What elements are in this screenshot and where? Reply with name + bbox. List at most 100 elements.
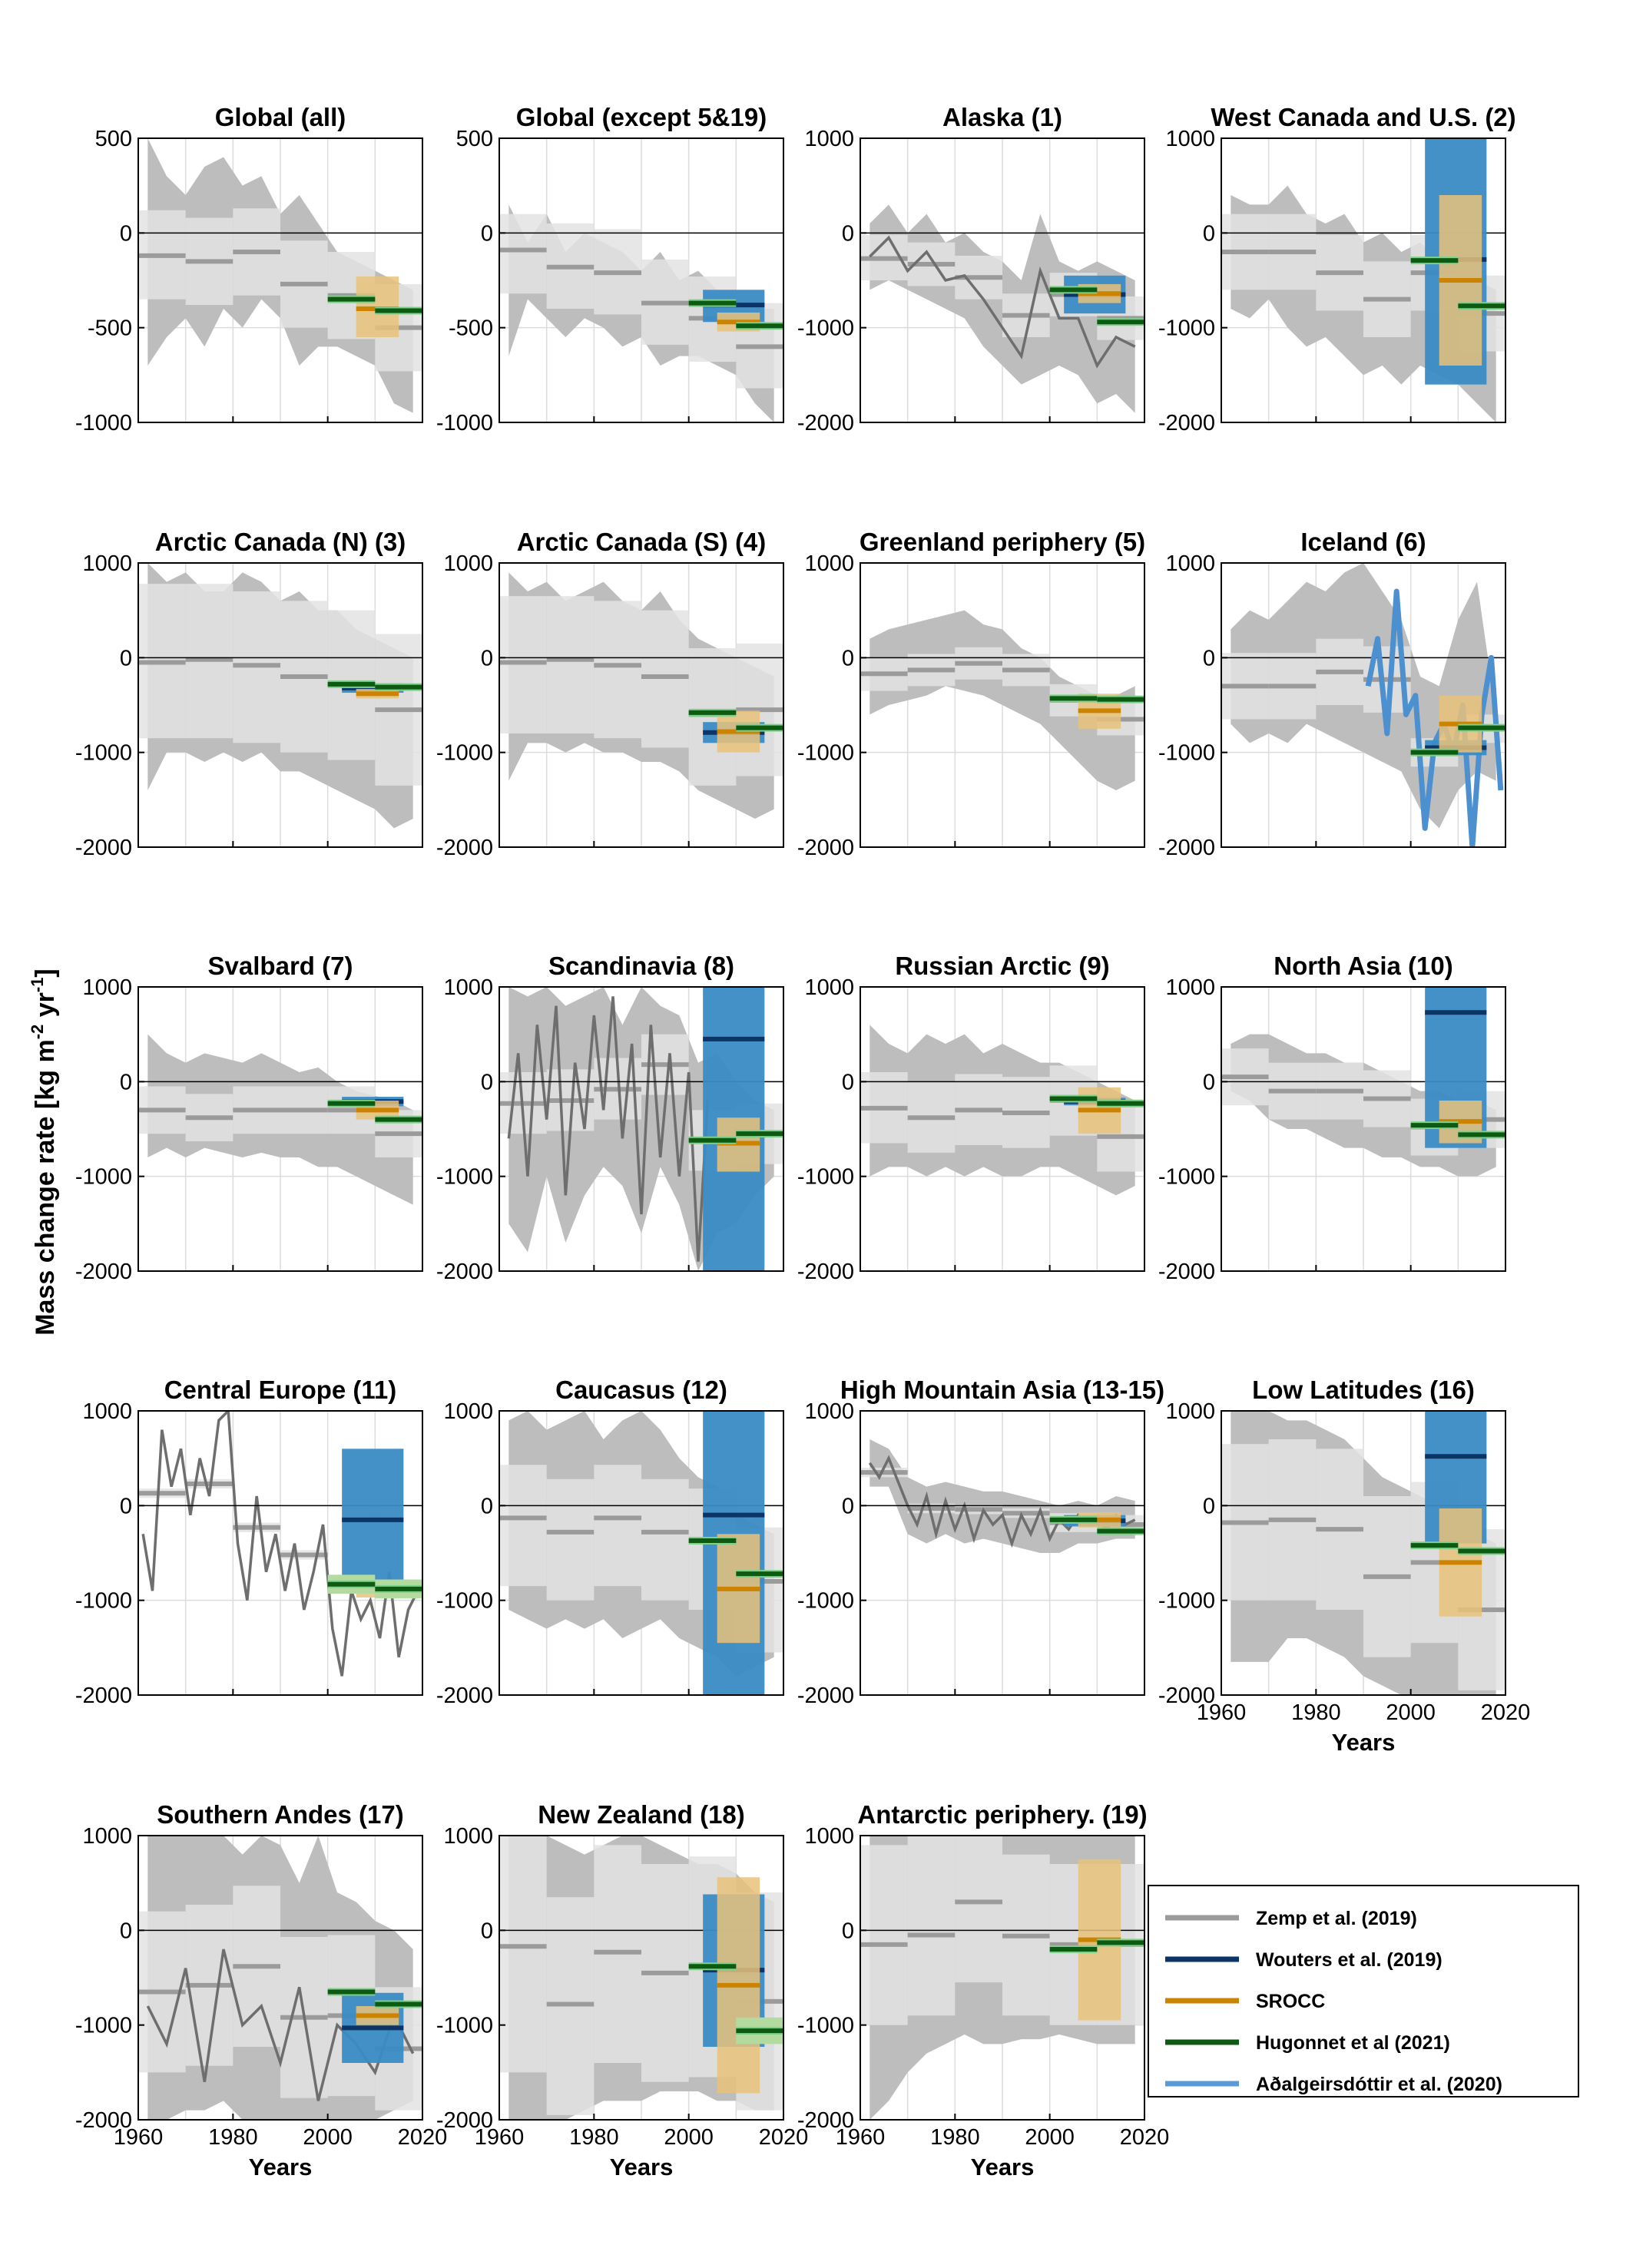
axes-frame [860,137,1145,423]
axes-frame [137,1835,423,2121]
plot-area [499,1836,783,2120]
x-tick-label: 2020 [1120,2125,1170,2150]
plot-area [860,987,1144,1271]
plot-area [499,563,783,847]
legend-label: Zemp et al. (2019) [1256,1908,1417,1929]
x-tick-label: 1960 [1197,1700,1247,1725]
panel-title: New Zealand (18) [538,1800,745,1829]
y-tick-label: 0 [842,1070,854,1094]
y-tick-label: -2000 [797,411,854,435]
axes-frame [1221,1410,1506,1696]
y-tick-label: 1000 [804,1399,854,1424]
y-tick-label: -1000 [75,1589,132,1614]
y-tick-label: 0 [1203,1494,1215,1518]
y-tick-label: -1000 [75,2014,132,2038]
y-tick-label: 1000 [1165,551,1215,576]
y-axis-label: Mass change rate [kg m-2 yr-1] [28,968,60,1336]
zemp-decadal-box [499,214,547,294]
y-tick-label: -1000 [436,2014,493,2038]
y-tick-label: -2000 [1158,1260,1215,1284]
panel-title: Low Latitudes (16) [1252,1376,1475,1404]
y-tick-label: -1000 [436,741,493,766]
y-tick-label: 1000 [443,975,493,1000]
panel-title: Svalbard (7) [208,952,353,980]
y-tick-label: 0 [1203,221,1215,246]
zemp-decadal-box [955,1836,1002,1983]
y-tick-label: -2000 [797,1684,854,1708]
panel-8: 1000 0 -1000 -2000 Iceland (6) [1158,528,1506,860]
panel-title: Southern Andes (17) [157,1800,403,1829]
panel-title: Global (except 5&19) [516,103,767,131]
zemp-decadal-box [641,610,689,748]
y-tick-label: -1000 [75,741,132,766]
panel-13: 1000 0 -1000 -2000 Central Europe (11) [75,1376,423,1708]
legend-box [1148,1885,1579,2097]
y-tick-label: 0 [120,1919,132,1943]
y-tick-label: -1000 [75,411,132,435]
zemp-decadal-box [594,1465,641,1587]
zemp-annual-line [869,235,1136,369]
y-tick-label: 0 [481,1494,493,1518]
panel-title: West Canada and U.S. (2) [1211,103,1515,131]
axes-frame [499,1410,784,1696]
y-tick-label: -1000 [1158,741,1215,766]
x-tick-label: 1980 [1291,1700,1341,1725]
plot-area [138,563,422,847]
zemp-decadal-box [860,1845,908,2025]
panel-title: Iceland (6) [1300,528,1426,556]
plot-area [860,138,1144,422]
y-tick-label: -2000 [75,1260,132,1284]
y-tick-label: -2000 [797,1260,854,1284]
y-tick-label: 0 [120,646,132,670]
plot-area [1221,563,1505,847]
x-axis-label: Years [1332,1729,1396,1756]
legend-label: SROCC [1256,1991,1325,2012]
y-tick-label: 0 [481,1919,493,1943]
panel-title: Central Europe (11) [164,1376,397,1404]
axes-frame [860,986,1145,1272]
y-tick-label: -1000 [797,316,854,341]
panel-title: North Asia (10) [1274,952,1452,980]
y-tick-label: 1000 [443,551,493,576]
zemp-decadal-box [499,1465,547,1587]
panel-10: 1000 0 -1000 -2000 Scandinavia (8) [436,952,784,1284]
y-tick-label: -1000 [797,2014,854,2038]
y-tick-label: 0 [481,1070,493,1094]
panel-4: 1000 0 -1000 -2000 West Canada and U.S. (2) [1158,103,1516,435]
axes-frame [137,986,423,1272]
zemp-decadal-box [594,601,641,739]
plot-area [1221,987,1505,1271]
y-tick-label: 0 [120,1070,132,1094]
x-tick-label: 1960 [836,2125,886,2150]
y-tick-label: -2000 [1158,1684,1215,1708]
x-tick-label: 2000 [664,2125,714,2150]
axes-frame [137,137,423,423]
y-tick-label: 500 [456,127,493,151]
y-tick-label: 1000 [443,1399,493,1424]
x-axis-label: Years [610,2154,674,2180]
panel-title: High Mountain Asia (13-15) [840,1376,1164,1404]
zemp-decadal-box [499,596,547,733]
y-tick-label: 1000 [804,1824,854,1849]
plot-area [860,1411,1144,1695]
x-axis-label: Years [971,2154,1035,2180]
y-tick-label: -500 [449,316,493,341]
panel-title: Russian Arctic (9) [895,952,1109,980]
plot-area [138,987,422,1271]
y-tick-label: -2000 [436,2108,493,2133]
axes-frame [499,986,784,1272]
panel-7: 1000 0 -1000 -2000 Greenland periphery (5) [797,528,1145,860]
axes-frame [1221,562,1506,848]
panel-15: 1000 0 -1000 -2000 High Mountain Asia (13-15… [797,1376,1164,1708]
plot-area [860,563,1144,847]
panel-title: Alaska (1) [942,103,1062,131]
y-tick-label: -1000 [75,1165,132,1190]
x-tick-label: 2000 [303,2125,353,2150]
y-tick-label: -1000 [436,1165,493,1190]
y-tick-label: 0 [842,1919,854,1943]
panel-14: 1000 0 -1000 -2000 Caucasus (12) [436,1376,784,1708]
y-tick-label: 0 [842,221,854,246]
x-axis-label: Years [249,2154,313,2180]
axes-frame [137,1410,423,1696]
